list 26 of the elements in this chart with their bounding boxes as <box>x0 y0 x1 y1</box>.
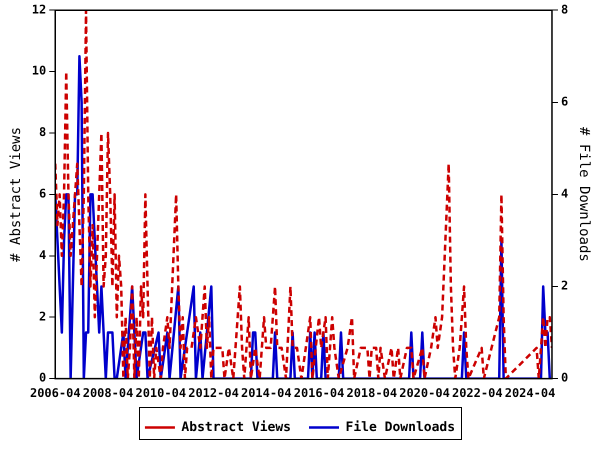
y-tick-label: 4 <box>39 248 46 262</box>
y-tick-label: 12 <box>32 2 46 16</box>
x-tick-label: 2012-04 <box>188 386 239 400</box>
x-tick-label: 2014-04 <box>240 386 292 400</box>
y-tick-label: 6 <box>39 186 46 201</box>
y2-axis-title: # File Downloads <box>576 126 592 262</box>
y2-tick-label: 4 <box>560 186 568 201</box>
y-tick-label: 0 <box>39 370 46 385</box>
x-tick-label: 2024-04 <box>504 386 556 400</box>
y-tick-label: 8 <box>39 125 46 140</box>
x-tick-label: 2018-04 <box>346 386 398 400</box>
x-tick-label: 2022-04 <box>452 386 503 400</box>
y-tick-label: 2 <box>39 309 46 324</box>
legend-label: File Downloads <box>346 420 456 435</box>
y2-tick-label: 0 <box>560 370 568 385</box>
y2-tick-label: 2 <box>560 278 568 293</box>
legend-label: Abstract Views <box>181 420 292 435</box>
x-tick-label: 2010-04 <box>135 386 186 400</box>
x-tick-label: 2008-04 <box>82 386 134 400</box>
y-axis-title: # Abstract Views <box>8 126 24 262</box>
y2-tick-label: 6 <box>560 94 568 108</box>
x-tick-label: 2016-04 <box>294 386 344 400</box>
y2-tick-label: 8 <box>560 2 568 16</box>
x-tick-label: 2006-04 <box>30 386 81 400</box>
x-tick-label: 2020-04 <box>399 386 450 400</box>
y-tick-label: 10 <box>32 64 46 78</box>
